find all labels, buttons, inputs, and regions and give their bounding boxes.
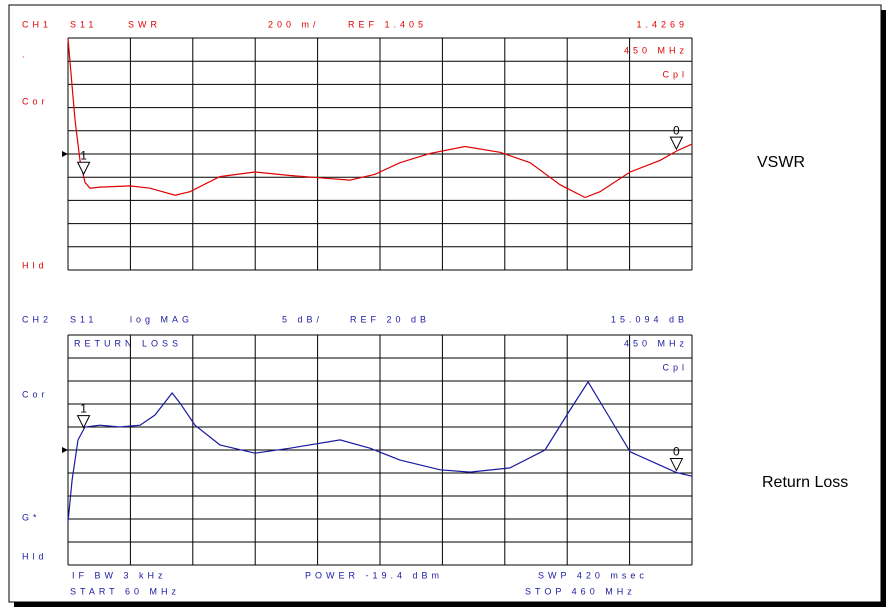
status: Cor	[22, 96, 49, 106]
marker-value: 15.094 dB	[611, 314, 688, 324]
parameter: S11	[70, 19, 97, 29]
format: SWR	[128, 19, 161, 29]
marker-freq: 450 MHz	[624, 45, 688, 55]
trace	[67, 38, 693, 199]
trace	[67, 380, 693, 523]
marker	[76, 415, 91, 429]
marker-value: 1.4269	[636, 19, 688, 29]
scale: 5 dB/	[282, 314, 323, 324]
reference-arrow	[62, 447, 68, 453]
marker	[669, 458, 684, 472]
marker-label: 1	[80, 402, 87, 416]
coupling: Cpl	[662, 69, 688, 79]
frame	[8, 4, 882, 603]
sweep-time: SWP 420 msec	[538, 570, 648, 580]
format: log MAG	[130, 314, 193, 324]
marker-label: 0	[673, 445, 680, 459]
marker	[76, 161, 91, 176]
start-freq: START 60 MHz	[70, 586, 180, 596]
marker	[669, 136, 684, 151]
status: Cor	[22, 389, 49, 399]
marker-label: 0	[673, 123, 680, 137]
reference-arrow	[62, 151, 68, 157]
status: Hld	[22, 260, 48, 270]
marker-freq: 450 MHz	[624, 338, 688, 348]
channel: CH2	[22, 314, 52, 324]
side-label: VSWR	[757, 154, 805, 171]
channel: CH1	[22, 19, 52, 29]
status: .	[22, 49, 29, 59]
trace-title: RETURN LOSS	[74, 338, 182, 348]
parameter: S11	[70, 314, 97, 324]
side-label: Return Loss	[762, 474, 848, 491]
status: G*	[22, 512, 41, 522]
marker-label: 1	[80, 148, 87, 162]
coupling: Cpl	[662, 362, 688, 372]
reference: REF 1.405	[348, 19, 427, 29]
stop-freq: STOP 460 MHz	[525, 586, 636, 596]
reference: REF 20 dB	[350, 314, 430, 324]
if-bandwidth: IF BW 3 kHz	[72, 570, 167, 580]
scale: 200 m/	[268, 19, 320, 29]
status: Hld	[22, 551, 48, 561]
power: POWER -19.4 dBm	[305, 570, 443, 580]
